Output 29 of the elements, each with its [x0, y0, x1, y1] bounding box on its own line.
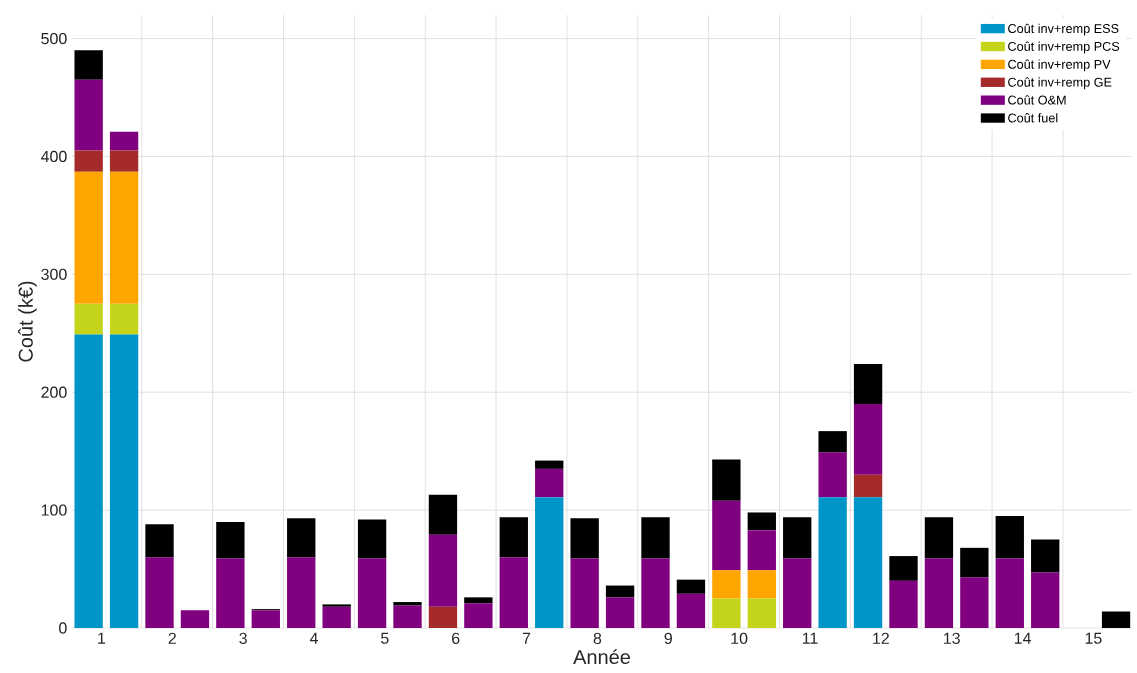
x-tick-label: 9 — [664, 632, 672, 645]
legend-label: Coût inv+remp ESS — [1008, 23, 1119, 36]
x-tick-label: 7 — [522, 632, 531, 644]
y-tick-label: 500 — [41, 32, 67, 45]
x-axis-title: Année — [573, 649, 631, 665]
x-tick-label: 3 — [239, 632, 247, 645]
x-tick-label: 8 — [593, 632, 602, 645]
y-tick-label: 400 — [40, 150, 67, 163]
legend-label: Coût inv+remp PV — [1008, 59, 1111, 72]
x-tick-label: 1 — [98, 632, 106, 644]
x-tick-label: 14 — [1014, 632, 1031, 644]
x-tick-label: 2 — [168, 632, 176, 644]
y-tick-label: 0 — [59, 622, 67, 634]
x-tick-label: 6 — [452, 632, 460, 645]
x-tick-label: 5 — [381, 632, 389, 644]
x-tick-label: 12 — [873, 632, 889, 644]
legend-label: Coût inv+remp GE — [1008, 77, 1112, 90]
x-tick-label: 10 — [731, 632, 748, 645]
legend-label: Coût O&M — [1008, 95, 1066, 105]
y-tick-label: 200 — [41, 386, 67, 398]
legend-label: Coût inv+remp PCS — [1008, 41, 1120, 54]
y-tick-label: 300 — [41, 268, 67, 280]
x-tick-label: 4 — [309, 632, 318, 644]
legend-label: Coût fuel — [1008, 113, 1058, 123]
x-tick-label: 11 — [802, 632, 818, 644]
y-tick-label: 100 — [41, 504, 67, 516]
y-axis-title: Coût (k€) — [18, 281, 37, 362]
x-tick-label: 13 — [944, 632, 960, 645]
x-tick-label: 15 — [1085, 632, 1102, 644]
